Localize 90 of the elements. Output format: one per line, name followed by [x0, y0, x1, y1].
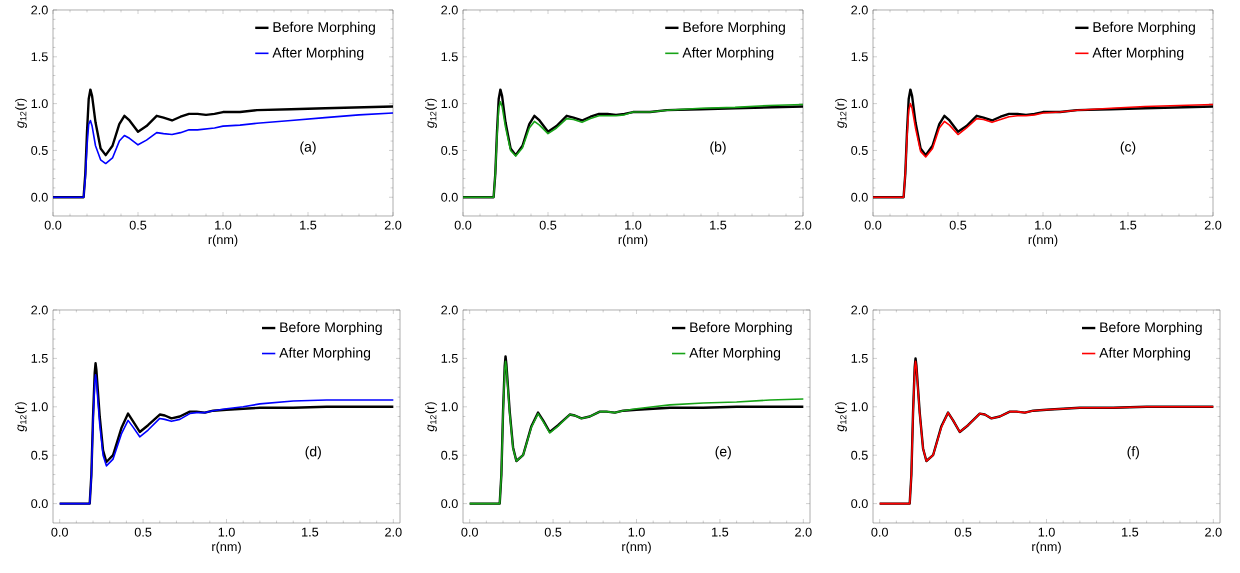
x-tick-label: 2.0 — [1205, 527, 1222, 537]
x-tick-label: 1.5 — [302, 527, 319, 537]
x-tick-label: 0.0 — [871, 527, 888, 537]
annotation: (a) — [300, 141, 316, 155]
annotation: (c) — [1120, 141, 1136, 155]
y-tick-label: 0.5 — [441, 145, 458, 155]
x-tick-label: 2.0 — [794, 220, 812, 230]
x-tick-label: 0.0 — [864, 220, 882, 230]
y-tick-label: 0.0 — [851, 192, 868, 202]
y-tick-label: 2.0 — [31, 5, 48, 15]
legend-label: Before Morphing — [280, 321, 382, 336]
x-tick-label: 0.0 — [454, 220, 472, 230]
y-tick-label: 1.5 — [441, 52, 458, 62]
x-axis-title: r(nm) — [1032, 541, 1061, 554]
x-tick-label: 2.0 — [1204, 220, 1222, 230]
y-tick-label: 0.5 — [441, 450, 458, 460]
x-axis-title: r(nm) — [618, 234, 648, 247]
legend-label: After Morphing — [1099, 347, 1191, 361]
x-tick-label: 1.0 — [1035, 220, 1052, 230]
annotation: (e) — [715, 446, 731, 460]
x-tick-label: 1.0 — [628, 527, 645, 537]
y-axis-title: g$_{12}$(r) — [425, 402, 437, 432]
x-tick-label: 1.0 — [625, 220, 642, 230]
x-axis-title: r(nm) — [212, 541, 241, 554]
y-tick-label: 1.0 — [851, 402, 868, 412]
legend-label: After Morphing — [689, 347, 781, 361]
x-tick-label: 0.5 — [544, 527, 562, 537]
x-tick-label: 1.5 — [1122, 527, 1139, 537]
x-tick-label: 0.5 — [539, 220, 557, 230]
annotation: (b) — [710, 141, 726, 155]
y-tick-label: 0.5 — [31, 450, 48, 460]
y-axis-title: g$_{12}$(r) — [835, 402, 847, 432]
x-tick-label: 2.0 — [385, 527, 402, 537]
x-axis-title: r(nm) — [208, 234, 238, 247]
y-tick-label: 1.5 — [441, 353, 458, 363]
x-tick-label: 1.5 — [1120, 220, 1137, 230]
y-tick-label: 0.0 — [441, 192, 458, 202]
y-tick-label: 2.0 — [31, 305, 48, 315]
y-tick-label: 0.0 — [851, 499, 868, 509]
y-tick-label: 1.5 — [851, 353, 868, 363]
x-tick-label: 2.0 — [384, 220, 402, 230]
y-tick-label: 0.0 — [441, 499, 458, 509]
x-tick-label: 0.5 — [134, 527, 152, 537]
x-axis-title: r(nm) — [1028, 234, 1058, 247]
y-tick-label: 1.0 — [851, 99, 868, 109]
y-axis-title: g$_{12}$(r) — [835, 98, 847, 129]
y-tick-label: 2.0 — [441, 305, 458, 315]
legend-label: Before Morphing — [273, 21, 375, 35]
y-axis-title: g$_{12}$(r) — [15, 98, 27, 129]
legend-label: Before Morphing — [1100, 321, 1202, 336]
y-axis-title: g$_{12}$(r) — [15, 402, 27, 432]
y-tick-label: 1.0 — [441, 402, 458, 412]
legend-label: After Morphing — [272, 47, 364, 61]
legend-label: Before Morphing — [690, 321, 792, 336]
y-tick-label: 0.0 — [31, 499, 48, 509]
x-tick-label: 1.5 — [712, 527, 729, 537]
x-tick-label: 0.5 — [129, 220, 147, 230]
y-tick-label: 1.5 — [851, 52, 868, 62]
y-tick-label: 2.0 — [851, 5, 868, 15]
x-tick-label: 2.0 — [795, 527, 812, 537]
y-tick-label: 0.0 — [31, 192, 48, 202]
x-tick-label: 1.5 — [710, 220, 727, 230]
legend-label: Before Morphing — [1093, 21, 1195, 35]
y-tick-label: 1.5 — [31, 52, 48, 62]
legend-label: After Morphing — [279, 347, 371, 361]
x-tick-label: 0.5 — [954, 527, 972, 537]
y-tick-label: 1.0 — [31, 99, 48, 109]
x-tick-label: 0.0 — [461, 527, 478, 537]
x-axis-title: r(nm) — [622, 541, 651, 554]
x-tick-label: 0.0 — [51, 527, 68, 537]
annotation: (d) — [305, 446, 321, 460]
y-tick-label: 0.5 — [851, 145, 868, 155]
y-tick-label: 2.0 — [851, 305, 868, 315]
y-tick-label: 2.0 — [441, 5, 458, 15]
x-tick-label: 1.0 — [215, 220, 232, 230]
x-tick-label: 0.0 — [44, 220, 62, 230]
legend-label: After Morphing — [1092, 47, 1184, 61]
legend-label: Before Morphing — [683, 21, 785, 35]
y-tick-label: 0.5 — [31, 145, 48, 155]
x-tick-label: 1.5 — [300, 220, 317, 230]
y-tick-label: 1.5 — [31, 353, 48, 363]
y-tick-label: 1.0 — [441, 99, 458, 109]
x-tick-label: 0.5 — [949, 220, 967, 230]
y-tick-label: 0.5 — [851, 450, 868, 460]
y-axis-title: g$_{12}$(r) — [425, 98, 437, 129]
legend-label: After Morphing — [682, 47, 774, 61]
annotation: (f) — [1127, 446, 1139, 460]
x-tick-label: 1.0 — [218, 527, 235, 537]
y-tick-label: 1.0 — [31, 402, 48, 412]
x-tick-label: 1.0 — [1038, 527, 1055, 537]
